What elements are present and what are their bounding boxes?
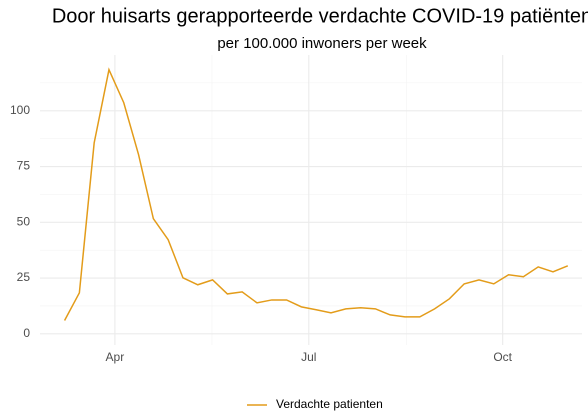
chart-subtitle: per 100.000 inwoners per week xyxy=(217,35,427,52)
chart-title: Door huisarts gerapporteerde verdachte C… xyxy=(52,5,588,27)
legend-label: Verdachte patienten xyxy=(276,397,383,411)
x-tick-label: Oct xyxy=(493,350,512,364)
data-line xyxy=(63,67,569,321)
y-tick-label: 50 xyxy=(17,214,31,228)
y-tick-label: 0 xyxy=(23,326,30,340)
x-tick-label: Jul xyxy=(301,350,316,364)
y-tick-label: 75 xyxy=(17,159,31,173)
y-tick-label: 100 xyxy=(10,103,30,117)
y-tick-label: 25 xyxy=(17,270,31,284)
x-tick-label: Apr xyxy=(106,350,125,364)
